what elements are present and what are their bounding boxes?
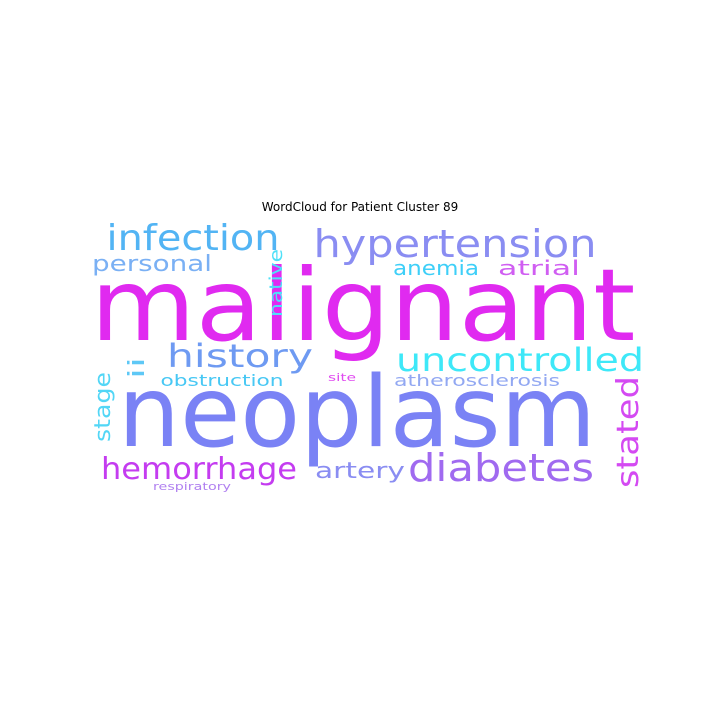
word: hypertension	[314, 222, 597, 266]
word: diabetes	[408, 446, 594, 490]
word: obstruction	[161, 371, 284, 390]
word: stated	[611, 376, 646, 488]
word: atherosclerosis	[394, 371, 560, 390]
word: malignant	[91, 247, 636, 364]
word: respiratory	[153, 480, 232, 493]
word: uncontrolled	[396, 341, 644, 379]
word: personal	[92, 252, 212, 277]
word: infection	[107, 218, 280, 259]
word: site	[328, 371, 356, 384]
word: artery	[315, 459, 405, 484]
word: stage	[91, 372, 116, 442]
word: history	[167, 337, 313, 375]
chart-title: WordCloud for Patient Cluster 89	[261, 200, 459, 214]
word: hemorrhage	[101, 452, 297, 487]
word: atrial	[498, 256, 580, 280]
word: native	[266, 249, 287, 317]
word: anemia	[393, 256, 479, 280]
word: ii	[125, 357, 150, 379]
word: neoplasm	[118, 356, 596, 470]
